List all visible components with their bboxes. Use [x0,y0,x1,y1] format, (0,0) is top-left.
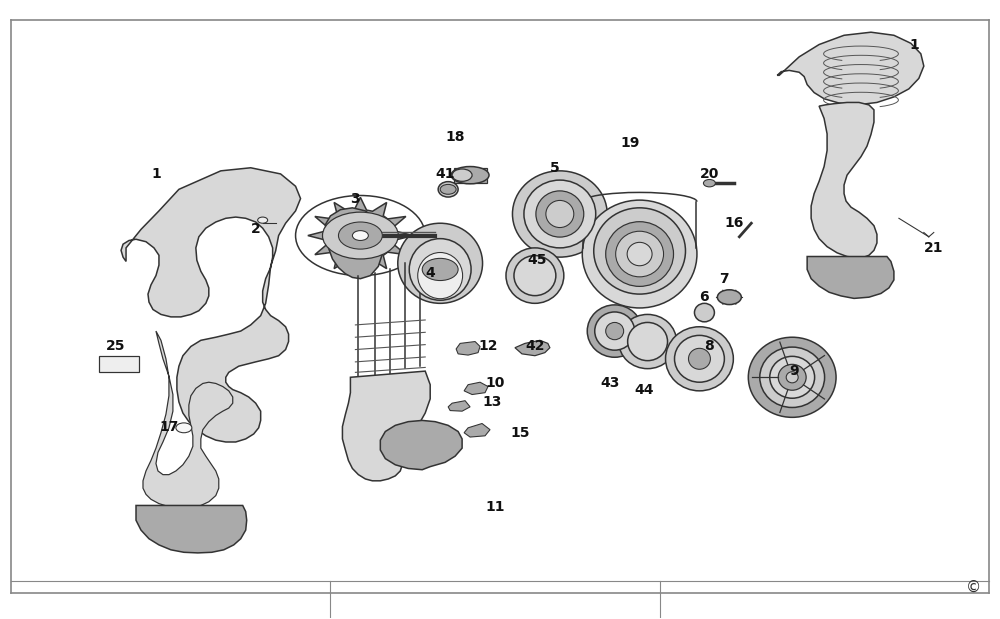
Ellipse shape [438,181,458,197]
Polygon shape [143,331,233,508]
Text: 13: 13 [482,395,502,409]
Circle shape [703,180,715,187]
Polygon shape [136,506,247,553]
Ellipse shape [627,242,652,266]
Text: 19: 19 [620,136,639,150]
Polygon shape [308,197,413,274]
Text: 44: 44 [635,383,654,397]
Text: 15: 15 [510,426,530,439]
Text: 9: 9 [789,364,799,378]
Text: 1: 1 [151,167,161,181]
Polygon shape [464,382,488,394]
Ellipse shape [616,232,664,277]
Circle shape [322,212,398,259]
Text: 17: 17 [159,420,179,433]
Polygon shape [515,340,550,356]
Ellipse shape [418,253,463,299]
Ellipse shape [606,222,674,287]
Ellipse shape [582,200,697,308]
Text: 20: 20 [700,167,719,181]
Text: 45: 45 [527,253,547,267]
Ellipse shape [675,335,724,382]
Ellipse shape [628,322,668,361]
Polygon shape [456,342,480,355]
Ellipse shape [506,248,564,303]
Text: 25: 25 [106,339,126,353]
Ellipse shape [594,208,685,294]
Circle shape [422,258,458,280]
Ellipse shape [536,191,584,237]
Ellipse shape [409,239,471,300]
Ellipse shape [778,365,806,390]
Text: 16: 16 [725,216,744,230]
Polygon shape [325,208,382,279]
Text: 10: 10 [485,376,505,391]
Ellipse shape [786,372,798,383]
Ellipse shape [514,256,556,296]
Polygon shape [811,103,877,258]
Polygon shape [342,371,430,481]
Text: 4: 4 [425,266,435,280]
Circle shape [440,184,456,194]
Ellipse shape [524,180,596,248]
Text: 1: 1 [909,38,919,51]
Ellipse shape [694,303,714,322]
Ellipse shape [760,347,825,407]
Text: 18: 18 [445,130,465,144]
Ellipse shape [688,348,710,370]
Text: 12: 12 [478,339,498,353]
Text: 43: 43 [600,376,619,391]
Text: 41: 41 [435,167,455,181]
Polygon shape [121,168,301,442]
Polygon shape [807,256,894,298]
Ellipse shape [452,169,472,181]
Polygon shape [464,423,490,437]
Polygon shape [777,32,924,105]
Text: ©: © [966,579,981,594]
Text: 3: 3 [351,191,360,206]
Text: 21: 21 [924,241,944,255]
Polygon shape [380,420,462,470]
Polygon shape [99,356,139,373]
Ellipse shape [451,167,489,184]
Ellipse shape [748,337,836,417]
Circle shape [352,231,368,241]
Circle shape [338,222,382,249]
Ellipse shape [546,201,574,228]
Ellipse shape [595,312,635,350]
Text: 8: 8 [705,339,714,353]
Ellipse shape [770,357,815,398]
Text: 2: 2 [251,222,261,236]
Text: 11: 11 [485,500,505,514]
Ellipse shape [512,171,607,257]
Text: 42: 42 [525,339,545,353]
Circle shape [717,290,741,305]
Ellipse shape [398,223,483,303]
Polygon shape [454,168,487,183]
Circle shape [258,217,268,223]
Ellipse shape [587,305,642,357]
Circle shape [176,423,192,433]
Ellipse shape [606,322,624,340]
Polygon shape [448,400,470,411]
Ellipse shape [666,327,733,391]
Text: 5: 5 [550,161,560,175]
Text: 6: 6 [700,290,709,304]
Ellipse shape [619,314,677,369]
Text: 7: 7 [720,272,729,286]
